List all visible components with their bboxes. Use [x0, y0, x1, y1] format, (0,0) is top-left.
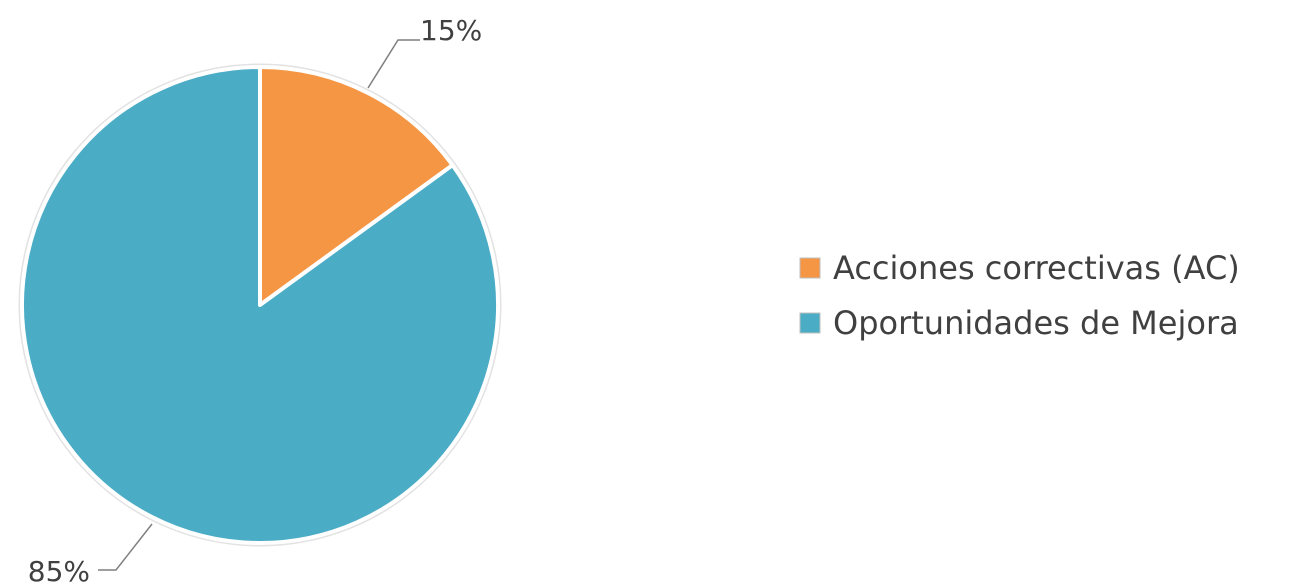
legend-label-2: Oportunidades de Mejora — [833, 304, 1239, 342]
data-label-1: 15% — [420, 14, 482, 47]
data-label-2: 85% — [28, 555, 90, 584]
leader-line-2 — [98, 523, 153, 571]
pie-slice-1 — [258, 65, 455, 307]
legend: Acciones correctivas (AC) Oportunidades d… — [799, 249, 1240, 342]
data-labels: 15% 85% — [28, 14, 482, 584]
pie-slices — [18, 63, 502, 547]
leader-lines — [98, 39, 420, 571]
leader-line-1 — [367, 39, 420, 89]
legend-swatch-2 — [799, 312, 821, 334]
legend-label-1: Acciones correctivas (AC) — [833, 249, 1240, 287]
pie-slice-2 — [20, 65, 500, 545]
legend-swatch-1 — [799, 257, 821, 279]
